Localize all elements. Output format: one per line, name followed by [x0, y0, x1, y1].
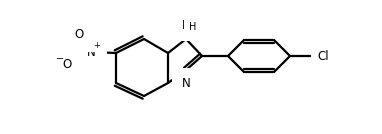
- Text: Cl: Cl: [317, 49, 329, 62]
- Text: O: O: [74, 27, 84, 40]
- Text: O: O: [62, 57, 72, 70]
- Text: +: +: [94, 42, 100, 51]
- Text: N: N: [181, 19, 190, 32]
- Text: N: N: [87, 46, 96, 59]
- Text: H: H: [189, 22, 197, 32]
- Text: −: −: [56, 54, 64, 64]
- Text: N: N: [181, 77, 190, 90]
